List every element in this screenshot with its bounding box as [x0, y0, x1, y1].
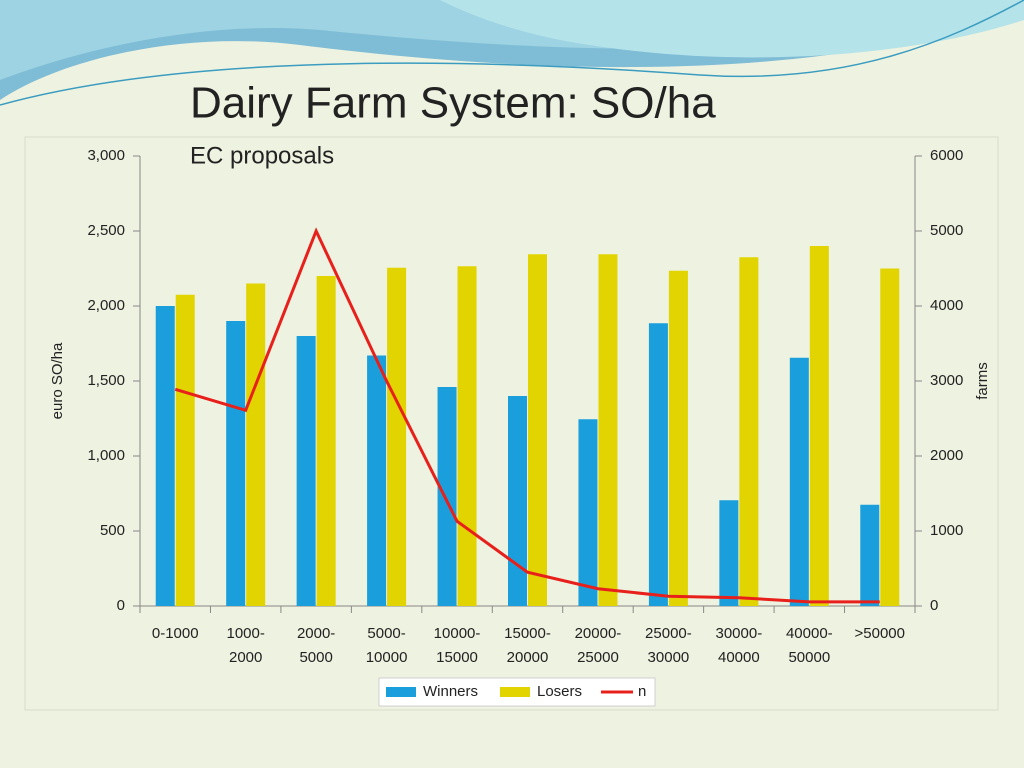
- legend-label: Losers: [537, 683, 582, 700]
- bar: [457, 266, 477, 606]
- y2-tick-label: 4000: [930, 297, 963, 314]
- chart-title: Dairy Farm System: SO/ha: [190, 79, 716, 128]
- chart-subtitle: EC proposals: [190, 142, 334, 169]
- bar: [296, 336, 316, 606]
- bar: [739, 257, 759, 606]
- bar: [598, 254, 618, 606]
- x-tick-label: 5000-10000: [365, 625, 408, 666]
- x-tick-label: 20000-25000: [574, 625, 622, 666]
- bar: [508, 396, 527, 606]
- bar: [367, 355, 387, 606]
- legend-swatch: [386, 687, 416, 697]
- line: [174, 227, 880, 604]
- y-tick-label: 1,500: [87, 372, 125, 389]
- y2-tick-label: 6000: [930, 147, 963, 164]
- bar: [316, 276, 336, 606]
- y-tick-label: 0: [117, 597, 125, 614]
- x-tick-label: 1000-2000: [226, 625, 265, 666]
- y-tick-label: 3,000: [87, 147, 125, 164]
- legend-swatch: [500, 687, 530, 697]
- bar: [246, 283, 266, 606]
- y-tick-label: 2,000: [87, 297, 125, 314]
- bar: [387, 267, 407, 606]
- x-tick-label: >50000: [854, 625, 905, 642]
- bar: [155, 306, 175, 606]
- legend-label: Winners: [423, 683, 478, 700]
- wave-line: [0, 0, 1024, 106]
- y2-tick-label: 1000: [930, 522, 963, 539]
- y2-tick-label: 0: [930, 597, 938, 614]
- bar: [719, 500, 739, 606]
- y2-axis-label: farms: [974, 362, 991, 400]
- y-tick-label: 2,500: [87, 222, 125, 239]
- x-tick-label: 15000-20000: [504, 625, 551, 666]
- bar: [528, 254, 547, 606]
- bar: [578, 419, 598, 606]
- y2-tick-label: 3000: [930, 372, 963, 389]
- chart-frame: [24, 136, 999, 711]
- y2-tick-label: 5000: [930, 222, 963, 239]
- x-tick-label: 0-1000: [151, 625, 199, 642]
- x-tick-label: 40000-50000: [785, 625, 833, 666]
- x-tick-label: 25000-30000: [645, 625, 692, 666]
- x-tick-label: 30000-40000: [715, 625, 763, 666]
- wave: [440, 0, 1024, 58]
- bar: [789, 357, 809, 606]
- x-tick-label: 10000-15000: [433, 625, 481, 666]
- x-tick-label: 2000-5000: [296, 625, 336, 666]
- y-tick-label: 1,000: [87, 447, 125, 464]
- bar: [226, 321, 246, 606]
- bar: [437, 387, 457, 606]
- y-tick-label: 500: [100, 522, 125, 539]
- y2-tick-label: 2000: [930, 447, 963, 464]
- bar: [809, 246, 829, 606]
- bar: [880, 268, 900, 606]
- legend-label: n: [638, 683, 646, 700]
- bar: [668, 270, 688, 606]
- bar: [860, 504, 880, 606]
- y-axis-label: euro SO/ha: [49, 342, 66, 419]
- bar: [175, 294, 195, 606]
- bar: [648, 323, 668, 606]
